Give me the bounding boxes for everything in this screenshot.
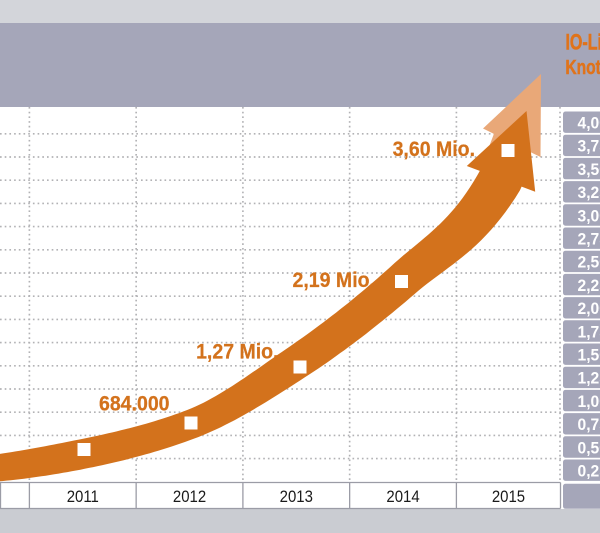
svg-text:1,75: 1,75 <box>578 323 600 341</box>
svg-text:1,25: 1,25 <box>578 369 600 387</box>
svg-text:4,00: 4,00 <box>578 114 600 132</box>
svg-text:3,00: 3,00 <box>578 207 600 225</box>
svg-text:2,19 Mio.: 2,19 Mio. <box>293 269 375 292</box>
svg-text:0,50: 0,50 <box>578 439 600 457</box>
svg-text:IO-Link: IO-Link <box>565 31 600 55</box>
svg-text:Knoten: Knoten <box>565 56 600 78</box>
svg-text:3,60 Mio.: 3,60 Mio. <box>393 138 475 161</box>
svg-text:2,75: 2,75 <box>578 230 600 248</box>
svg-text:2015: 2015 <box>492 488 525 506</box>
svg-text:2013: 2013 <box>280 488 313 506</box>
svg-text:3,75: 3,75 <box>578 137 600 155</box>
svg-text:3,50: 3,50 <box>578 161 600 179</box>
svg-text:2011: 2011 <box>67 488 99 506</box>
svg-text:1,50: 1,50 <box>578 346 600 364</box>
svg-text:684.000: 684.000 <box>99 393 170 416</box>
svg-text:2,50: 2,50 <box>578 253 600 271</box>
svg-text:3,25: 3,25 <box>578 184 600 202</box>
svg-text:2,25: 2,25 <box>578 277 600 295</box>
svg-text:1,27 Mio.: 1,27 Mio. <box>196 341 278 364</box>
svg-text:2012: 2012 <box>173 488 206 506</box>
svg-text:2,00: 2,00 <box>578 300 600 318</box>
svg-text:0,25: 0,25 <box>578 462 600 480</box>
svg-text:1,00: 1,00 <box>578 393 600 411</box>
svg-text:0,75: 0,75 <box>578 416 600 434</box>
svg-text:2014: 2014 <box>386 488 419 506</box>
